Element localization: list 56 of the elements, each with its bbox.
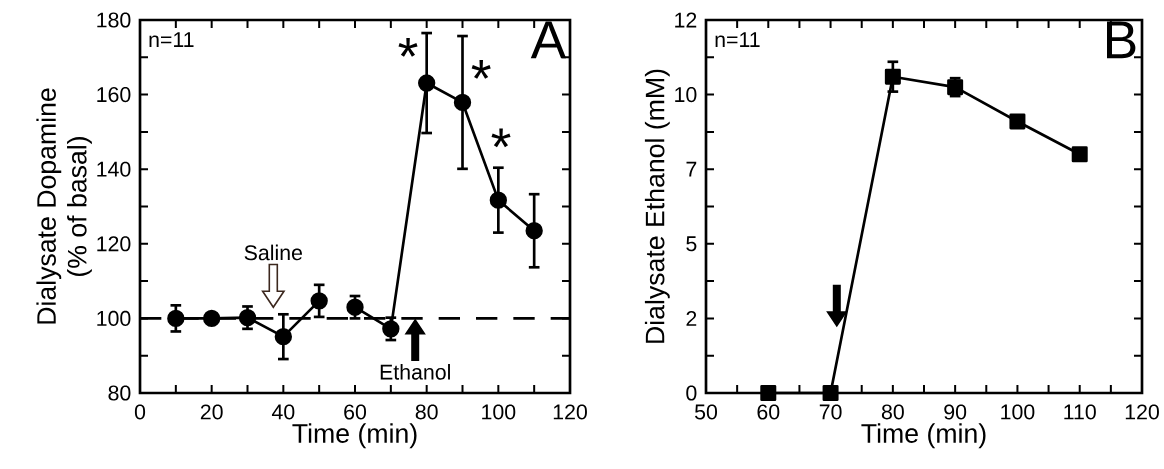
y-tick-label: 160 (97, 87, 131, 103)
point (1071, 146, 1088, 163)
point (203, 309, 221, 328)
y-tick-label: 7 (686, 161, 697, 177)
x-tick-label: 100 (482, 404, 516, 420)
y-tick-label: 120 (97, 236, 131, 252)
annotation: Saline (244, 244, 302, 261)
x-tick-label: 110 (1064, 404, 1096, 420)
x-tick-label: 0 (134, 404, 146, 420)
y-axis-title: Dialysate Dopamine (% of basal) (36, 88, 92, 324)
point (525, 222, 543, 240)
point (418, 74, 436, 92)
point (382, 320, 400, 338)
x-tick-label: 60 (757, 404, 780, 420)
annotation: Ethanol (380, 364, 450, 380)
point (1009, 113, 1026, 130)
point (238, 308, 257, 327)
y-tick-label: 180 (97, 12, 131, 28)
point (489, 191, 508, 209)
x-tick-label: 70 (819, 404, 842, 420)
point (310, 292, 328, 310)
x-tick-label: 80 (415, 404, 438, 420)
x-axis-title: Time (min) (292, 423, 417, 449)
y-tick-label: 140 (97, 161, 131, 177)
x-tick-label: 90 (944, 404, 967, 420)
annotation: n=11 (715, 32, 760, 47)
y-tick-label: 80 (108, 385, 131, 401)
annotation: B (1107, 21, 1136, 59)
y-tick-label: 5 (686, 236, 697, 252)
point (884, 68, 901, 85)
y-tick-label: 100 (97, 310, 131, 326)
x-tick-label: 40 (271, 404, 295, 420)
x-tick-label: 50 (695, 404, 718, 420)
point (274, 328, 293, 346)
y-tick-label: 0 (686, 385, 697, 401)
x-tick-label: 20 (200, 404, 223, 420)
point (822, 384, 839, 402)
x-tick-label: 60 (344, 404, 367, 420)
annotation: n=11 (149, 32, 194, 47)
annotation: * (398, 38, 418, 57)
point (167, 309, 185, 328)
x-tick-label: 100 (1001, 404, 1035, 420)
y-tick-label: 12 (675, 12, 697, 28)
x-tick-label: 80 (881, 404, 904, 420)
annotation: * (471, 60, 491, 79)
x-tick-label: 120 (1125, 404, 1159, 420)
x-tick-label: 120 (553, 404, 587, 420)
point (760, 384, 777, 402)
y-tick-label: 2 (686, 310, 697, 326)
point (346, 298, 364, 316)
y-axis-title: Dialysate Ethanol (mM) (644, 69, 670, 343)
annotation: * (491, 128, 511, 148)
annotation: A (530, 21, 567, 59)
x-axis-title: Time (min) (861, 423, 986, 449)
point (453, 93, 472, 112)
y-tick-label: 10 (675, 87, 697, 103)
